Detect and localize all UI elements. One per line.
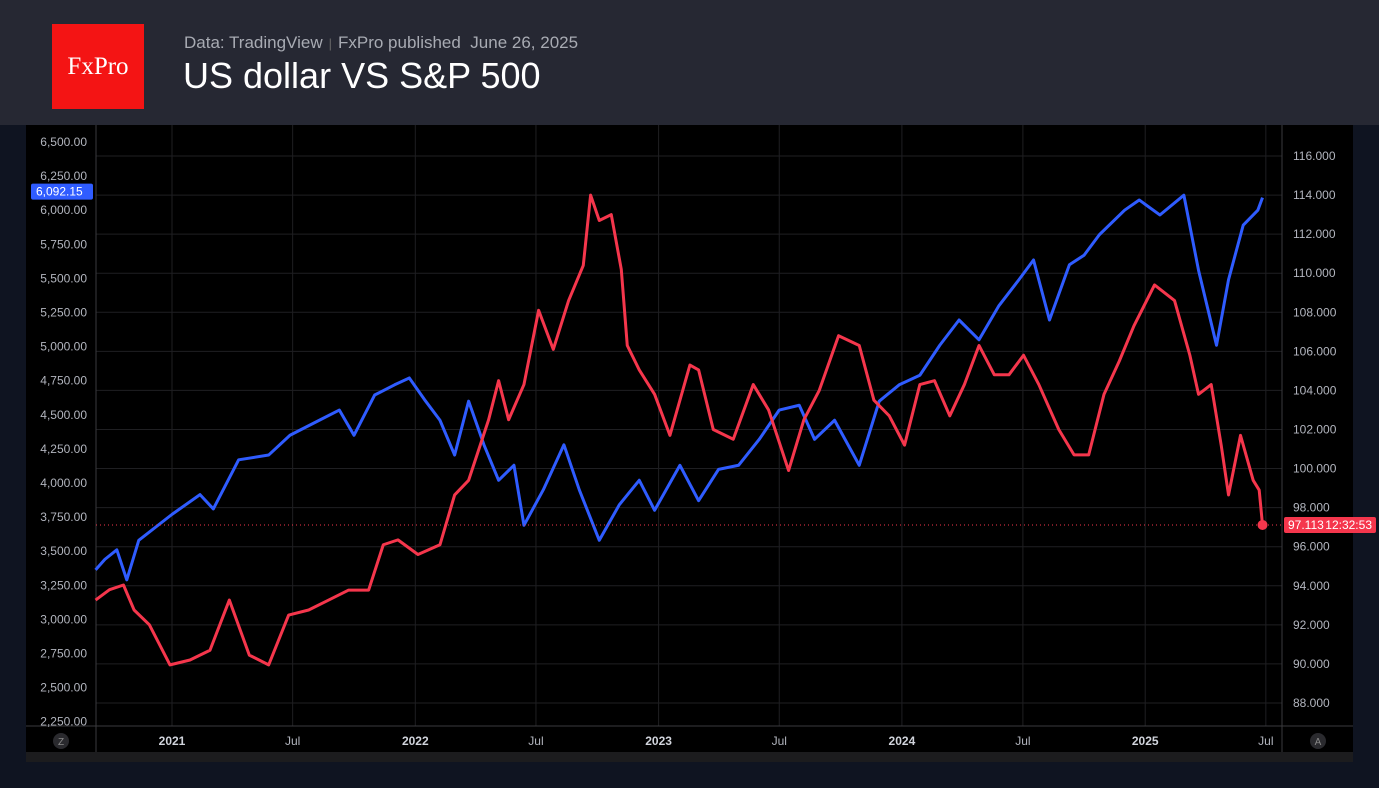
- left-axis-tick: 3,000.00: [40, 612, 87, 626]
- auto-scale-button[interactable]: [1310, 733, 1326, 749]
- sp500-price-badge: [31, 183, 93, 200]
- left-axis-tick: 3,500.00: [40, 544, 87, 558]
- time-axis-tick: 2023: [645, 734, 672, 748]
- right-axis-tick: 106.000: [1293, 344, 1337, 358]
- left-axis-tick: 4,000.00: [40, 476, 87, 490]
- left-axis-tick: 4,750.00: [40, 374, 87, 388]
- publish-date: June 26, 2025: [470, 33, 579, 52]
- right-axis-tick: 104.000: [1293, 383, 1337, 397]
- dxy-last-value: 97.113: [1288, 518, 1324, 532]
- time-axis-tick: 2025: [1132, 734, 1159, 748]
- left-axis-tick: 5,250.00: [40, 306, 87, 320]
- right-axis-tick: 112.000: [1293, 227, 1336, 241]
- right-axis-tick: 114.000: [1293, 188, 1336, 202]
- zoom-reset-label[interactable]: Z: [58, 737, 64, 748]
- right-axis-tick: 100.000: [1293, 462, 1337, 476]
- time-axis-tick: Jul: [1015, 734, 1030, 748]
- logo-text: FxPro: [67, 52, 129, 80]
- time-axis-tick: Jul: [1258, 734, 1273, 748]
- dxy-line: [94, 193, 1265, 667]
- left-axis-tick: 4,500.00: [40, 408, 87, 422]
- left-axis-tick: 2,250.00: [40, 715, 87, 729]
- left-axis-tick: 4,250.00: [40, 442, 87, 456]
- time-axis-tick: Jul: [285, 734, 300, 748]
- chart-title: US dollar VS S&P 500: [183, 55, 541, 96]
- sp500-line: [94, 193, 1264, 582]
- left-axis-tick: 5,750.00: [40, 237, 87, 251]
- left-axis-tick: 3,250.00: [40, 578, 87, 592]
- time-axis-tick: 2021: [159, 734, 186, 748]
- sp500-last-value: 6,092.15: [36, 185, 83, 199]
- publisher: FxPro published: [338, 33, 461, 52]
- left-axis-tick: 2,500.00: [40, 681, 87, 695]
- zoom-reset-button[interactable]: [53, 733, 69, 749]
- time-axis-tick: 2024: [889, 734, 916, 748]
- auto-scale-label[interactable]: A: [1315, 737, 1322, 748]
- fxpro-logo: FxPro: [52, 24, 144, 109]
- data-source: Data: TradingView: [184, 33, 323, 52]
- left-axis-tick: 5,000.00: [40, 340, 87, 354]
- left-axis-tick: 3,750.00: [40, 510, 87, 524]
- right-axis-tick: 96.000: [1293, 540, 1330, 554]
- right-axis-tick: 92.000: [1293, 618, 1330, 632]
- right-axis-tick: 94.000: [1293, 579, 1330, 593]
- right-axis-tick: 90.000: [1293, 657, 1330, 671]
- bottom-strip: [26, 752, 1353, 762]
- left-axis-tick: 5,500.00: [40, 271, 87, 285]
- subtitle: Data: TradingView | FxPro published June 2…: [184, 33, 578, 53]
- right-axis-tick: 110.000: [1293, 266, 1336, 280]
- right-axis-tick: 98.000: [1293, 501, 1330, 515]
- time-axis-tick: Jul: [528, 734, 543, 748]
- time-axis-tick: Jul: [772, 734, 787, 748]
- last-price-dot: [1257, 519, 1268, 530]
- countdown-timer: 12:32:53: [1325, 518, 1372, 532]
- left-axis-tick: 6,500.00: [40, 135, 87, 149]
- right-axis-tick: 108.000: [1293, 305, 1337, 319]
- right-axis-tick: 116.000: [1293, 149, 1336, 163]
- left-axis-tick: 6,250.00: [40, 169, 87, 183]
- right-axis-tick: 102.000: [1293, 422, 1337, 436]
- left-axis-tick: 6,000.00: [40, 203, 87, 217]
- time-axis-tick: 2022: [402, 734, 429, 748]
- header: FxPro Data: TradingView | FxPro published …: [0, 0, 1379, 125]
- left-axis-tick: 2,750.00: [40, 647, 87, 661]
- dxy-price-badge: [1284, 516, 1376, 533]
- right-axis-tick: 88.000: [1293, 696, 1330, 710]
- separator: |: [328, 36, 332, 51]
